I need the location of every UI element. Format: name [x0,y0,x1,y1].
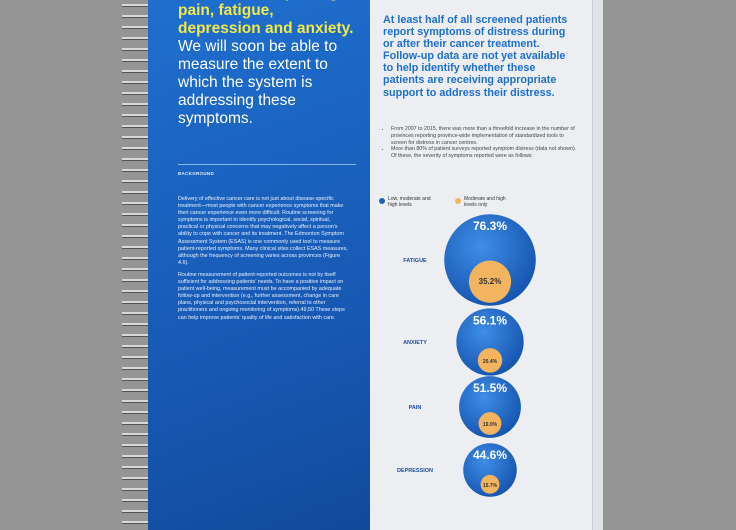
bubble [463,443,517,497]
paragraph: Delivery of effective cancer care is not… [178,196,348,266]
bubble [477,348,503,373]
body-text: Delivery of effective cancer care is not… [178,196,350,327]
value-label: 35.2% [479,277,502,286]
paragraph: Routine measurement of patient-reported … [178,271,345,321]
bubble [480,474,500,494]
bubble-chart: Low, moderate and high levels Moderate and… [379,196,536,497]
left-page [148,0,370,530]
bullet: From 2007 to 2015, there was more than a… [391,126,581,146]
category-label: FATIGUE [403,258,427,264]
value-label: 15.7% [483,483,498,489]
bubble [456,308,524,376]
value-label: 51.5% [473,381,507,395]
legend-swatch [379,198,385,204]
spiral-binding [122,0,152,530]
category-label: ANXIETY [403,340,427,346]
category-label: PAIN [409,405,422,411]
legend-label: Low, moderate and high levels [388,196,431,208]
value-label: 44.6% [473,448,507,462]
value-label: 56.1% [473,313,507,327]
section-label: BACKGROUND [178,171,214,176]
bullet-list: From 2007 to 2015, there was more than a… [383,126,581,160]
legend-swatch [455,198,461,204]
bullet: More than 80% of patient surveys reporte… [391,146,581,160]
category-label: DEPRESSION [397,468,433,474]
divider [178,164,356,165]
bubble [459,376,521,438]
legend-label: Moderate and high levels only [464,196,506,208]
value-label: 76.3% [473,219,507,233]
value-label: 20.4% [483,359,498,365]
subheadline: We will soon be able to measure the exte… [178,38,338,127]
page-edge [592,0,603,530]
bubble [468,260,512,303]
bubble [478,412,502,435]
value-label: 19.0% [483,422,498,428]
bubble [444,214,536,306]
headline: Patients are reporting pain, fatigue, de… [178,0,354,37]
heading: At least half of all screened patients r… [383,14,568,99]
